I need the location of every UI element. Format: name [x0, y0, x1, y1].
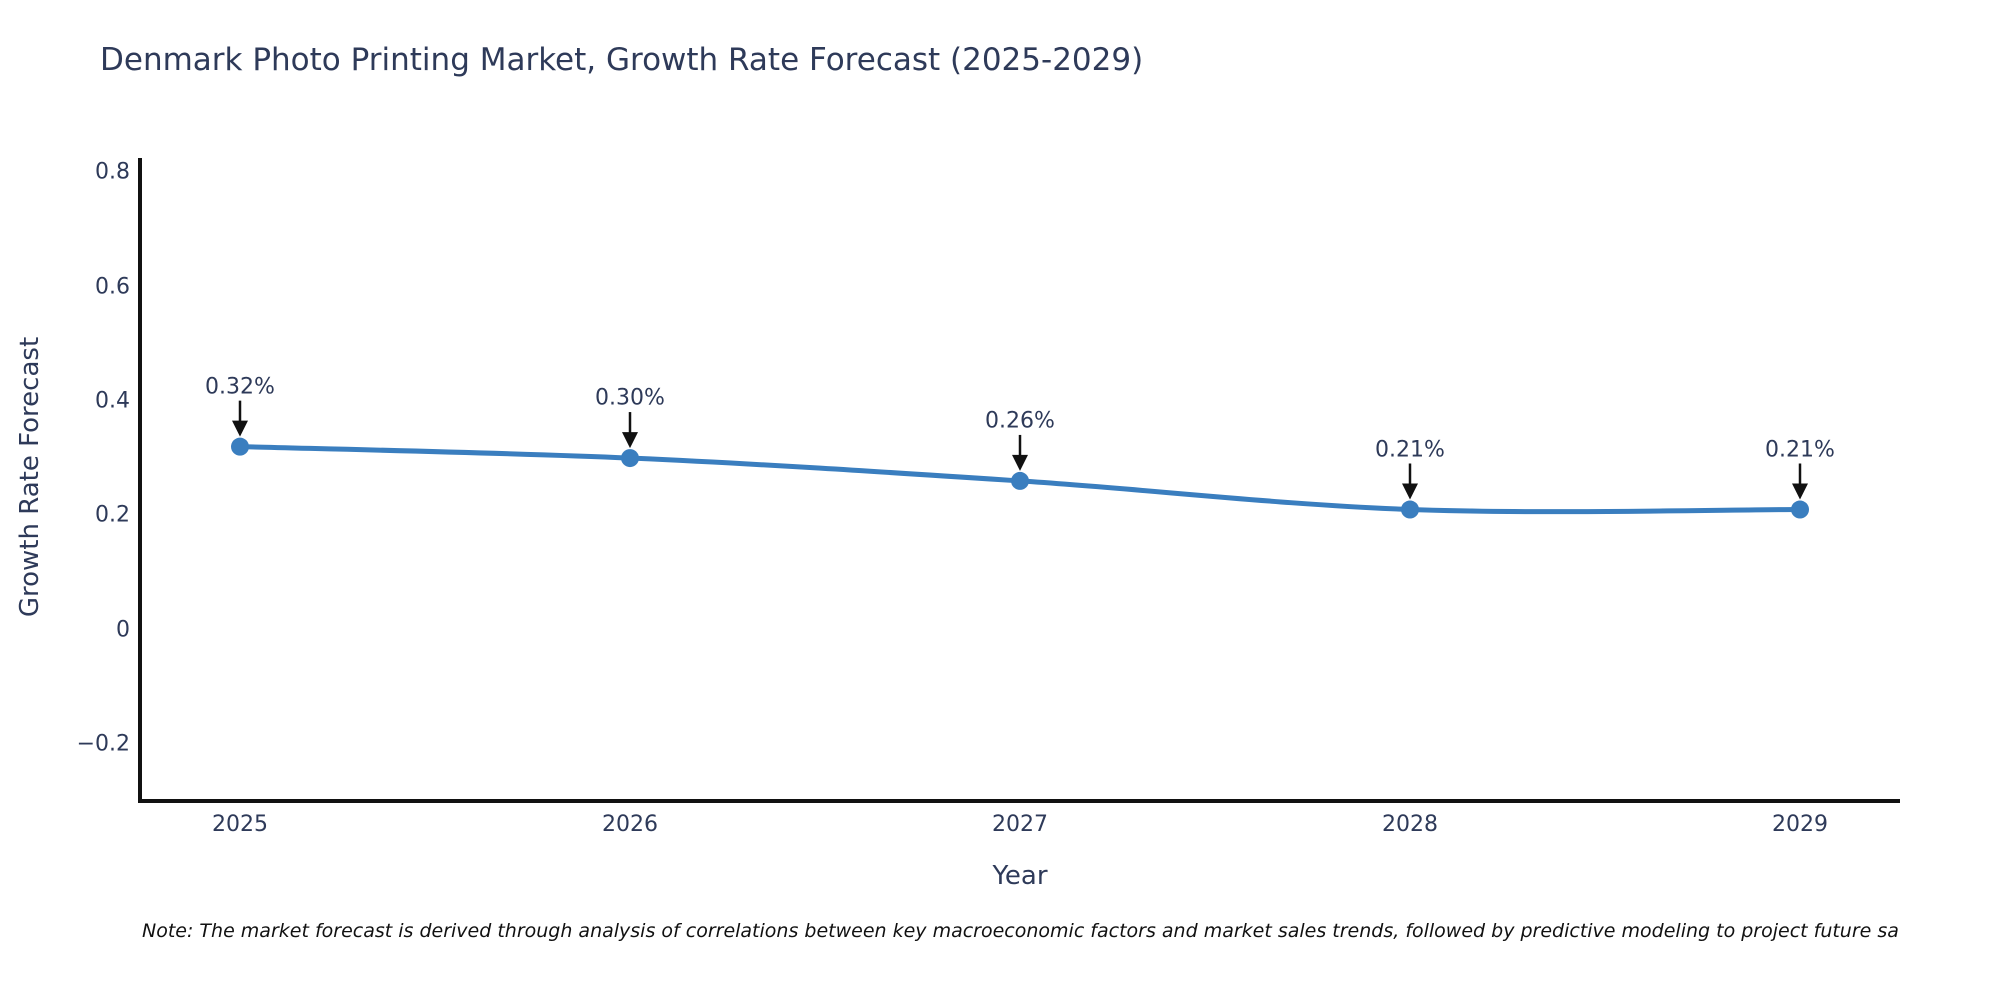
- footnote: Note: The market forecast is derived thr…: [142, 920, 1899, 942]
- chart-title: Denmark Photo Printing Market, Growth Ra…: [100, 42, 1144, 78]
- y-tick-label: 0.2: [95, 502, 130, 528]
- data-point-marker: [1791, 500, 1809, 519]
- data-point-marker: [231, 437, 249, 456]
- y-tick-label: 0.8: [95, 159, 130, 185]
- x-tick-label: 2026: [602, 812, 658, 837]
- y-axis-title: Growth Rate Forecast: [15, 336, 45, 618]
- annotation-arrowhead: [1012, 454, 1028, 471]
- y-tick-label: −0.2: [76, 731, 130, 757]
- y-tick-label: 0: [116, 617, 130, 643]
- y-tick-label: 0.4: [95, 388, 130, 414]
- data-point-marker: [1011, 471, 1029, 490]
- annotation-label: 0.26%: [985, 408, 1055, 434]
- annotation-label: 0.21%: [1375, 437, 1445, 462]
- x-axis-title: Year: [992, 861, 1048, 891]
- annotation-label: 0.30%: [595, 385, 665, 411]
- annotation-arrowhead: [232, 420, 248, 437]
- x-tick-label: 2027: [992, 812, 1048, 837]
- annotation-arrowhead: [1792, 483, 1808, 500]
- y-tick-label: 0.6: [95, 274, 130, 300]
- annotation-arrowhead: [1402, 483, 1418, 500]
- annotation-arrowhead: [622, 432, 638, 449]
- x-tick-label: 2029: [1772, 812, 1828, 837]
- data-point-marker: [621, 449, 639, 468]
- annotation-label: 0.32%: [205, 374, 275, 400]
- annotation-label: 0.21%: [1765, 437, 1835, 462]
- x-tick-label: 2025: [212, 812, 268, 837]
- data-point-marker: [1401, 500, 1419, 519]
- x-tick-label: 2028: [1382, 812, 1438, 837]
